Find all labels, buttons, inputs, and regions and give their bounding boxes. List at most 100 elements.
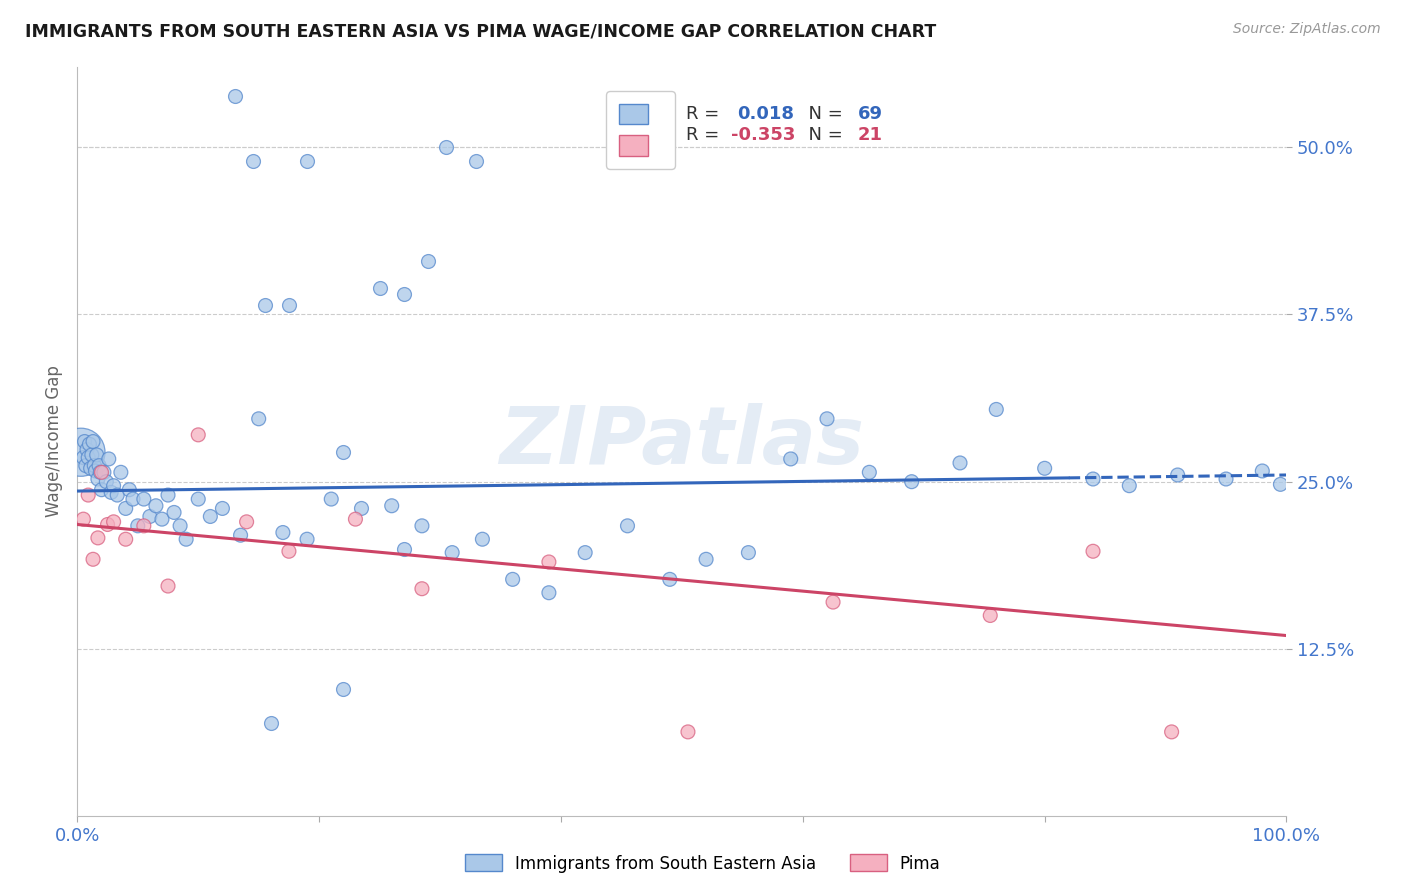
Point xyxy=(392,287,415,301)
Point xyxy=(260,715,283,730)
Point xyxy=(114,501,136,516)
Point xyxy=(132,492,155,507)
Point xyxy=(1118,479,1140,493)
Text: 0.018: 0.018 xyxy=(737,104,793,122)
Point xyxy=(86,448,108,462)
Point xyxy=(471,532,494,546)
Point xyxy=(949,456,972,470)
Point xyxy=(80,448,103,462)
Point xyxy=(434,140,457,154)
Point xyxy=(82,552,104,566)
Point xyxy=(616,519,638,533)
Point xyxy=(321,492,343,507)
Text: -0.353: -0.353 xyxy=(731,126,794,144)
Point xyxy=(574,546,596,560)
Point xyxy=(441,546,464,560)
Point xyxy=(169,519,191,533)
Point xyxy=(76,442,98,457)
Y-axis label: Wage/Income Gap: Wage/Income Gap xyxy=(45,366,63,517)
Point xyxy=(90,466,112,480)
Point xyxy=(858,466,880,480)
Point xyxy=(416,254,439,268)
Point xyxy=(271,525,294,540)
Point xyxy=(96,517,118,532)
Text: ZIPatlas: ZIPatlas xyxy=(499,402,865,481)
Point xyxy=(344,512,367,526)
Text: R =: R = xyxy=(686,104,725,122)
Point xyxy=(73,434,96,449)
Point xyxy=(163,505,186,519)
Point xyxy=(84,464,107,478)
Point xyxy=(72,512,94,526)
Point xyxy=(77,450,100,465)
Point xyxy=(77,488,100,502)
Point xyxy=(465,153,488,168)
Text: Source: ZipAtlas.com: Source: ZipAtlas.com xyxy=(1233,22,1381,37)
Point xyxy=(103,479,125,493)
Point xyxy=(145,499,167,513)
Point xyxy=(83,458,105,473)
Text: N =: N = xyxy=(797,104,849,122)
Point xyxy=(242,153,264,168)
Point xyxy=(368,281,391,295)
Point xyxy=(411,582,433,596)
Point xyxy=(132,519,155,533)
Point xyxy=(278,298,301,312)
Point xyxy=(1215,472,1237,486)
Point xyxy=(779,451,801,466)
Point xyxy=(815,412,838,426)
Point xyxy=(821,595,844,609)
Point xyxy=(1081,472,1104,486)
Point xyxy=(122,492,145,507)
Point xyxy=(87,458,110,473)
Point xyxy=(332,445,354,459)
Point xyxy=(1270,477,1292,491)
Point xyxy=(70,445,93,459)
Point xyxy=(695,552,717,566)
Point xyxy=(114,532,136,546)
Text: R =: R = xyxy=(686,126,725,144)
Legend: Immigrants from South Eastern Asia, Pima: Immigrants from South Eastern Asia, Pima xyxy=(458,847,948,880)
Point xyxy=(187,492,209,507)
Point xyxy=(87,531,110,545)
Point xyxy=(90,483,112,497)
Point xyxy=(737,546,759,560)
Legend: , : , xyxy=(606,91,675,169)
Point xyxy=(979,608,1001,623)
Point xyxy=(229,528,252,542)
Point xyxy=(392,541,415,556)
Point xyxy=(157,579,180,593)
Point xyxy=(187,428,209,442)
Point xyxy=(1251,464,1274,478)
Text: 69: 69 xyxy=(858,104,883,122)
Point xyxy=(502,573,524,587)
Point xyxy=(72,450,94,465)
Point xyxy=(150,512,173,526)
Point xyxy=(411,519,433,533)
Point xyxy=(247,412,270,426)
Point xyxy=(350,501,373,516)
Point xyxy=(103,515,125,529)
Point xyxy=(174,532,197,546)
Point xyxy=(332,682,354,697)
Point xyxy=(224,89,246,103)
Point xyxy=(97,451,120,466)
Point xyxy=(295,153,318,168)
Point xyxy=(537,586,560,600)
Point xyxy=(79,461,101,475)
Point xyxy=(235,515,257,529)
Point xyxy=(82,434,104,449)
Point xyxy=(157,488,180,502)
Point xyxy=(1033,461,1056,475)
Point xyxy=(127,519,149,533)
Point xyxy=(89,466,111,480)
Point xyxy=(986,402,1008,417)
Point xyxy=(278,544,301,558)
Text: 21: 21 xyxy=(858,126,883,144)
Point xyxy=(1081,544,1104,558)
Point xyxy=(295,532,318,546)
Point xyxy=(100,485,122,500)
Point xyxy=(200,509,222,524)
Point xyxy=(118,483,141,497)
Point xyxy=(676,724,699,739)
